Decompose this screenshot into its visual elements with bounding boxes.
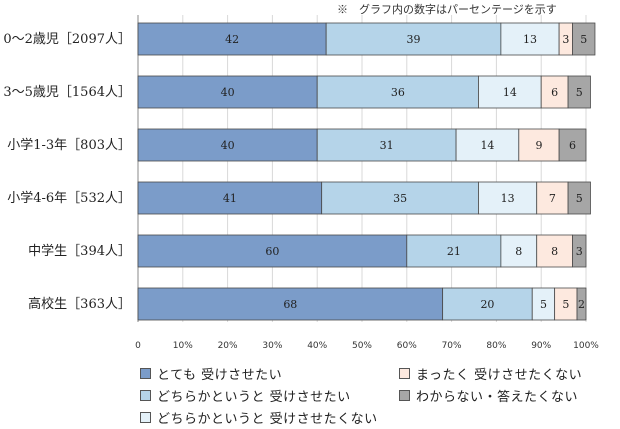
data-label: 14 bbox=[503, 86, 517, 99]
data-label: 68 bbox=[283, 298, 297, 311]
data-label: 31 bbox=[380, 139, 394, 152]
data-label: 42 bbox=[225, 33, 239, 46]
x-tick-label: 20% bbox=[218, 341, 238, 351]
x-tick-label: 50% bbox=[352, 341, 372, 351]
data-label: 3 bbox=[576, 245, 583, 258]
bar-segment bbox=[572, 22, 596, 56]
x-tick-label: 30% bbox=[262, 341, 282, 351]
data-label: 20 bbox=[480, 298, 494, 311]
x-tick-label: 10% bbox=[173, 341, 193, 351]
x-tick-label: 100% bbox=[573, 341, 599, 351]
data-label: 5 bbox=[576, 86, 583, 99]
bar-segment bbox=[137, 128, 318, 162]
data-label: 5 bbox=[562, 298, 569, 311]
data-label: 40 bbox=[221, 139, 235, 152]
bar-segment bbox=[500, 22, 560, 56]
data-label: 5 bbox=[540, 298, 547, 311]
category-label: 高校生［363人］ bbox=[28, 296, 131, 312]
bar-segment bbox=[540, 75, 569, 109]
legend-label-very-want: とても 受けさせたい bbox=[157, 368, 283, 383]
bar-segment bbox=[137, 75, 318, 109]
bar-segment bbox=[137, 181, 323, 215]
category-label: 0～2歳児［2097人］ bbox=[3, 32, 131, 47]
data-label: 14 bbox=[480, 139, 494, 152]
data-label: 41 bbox=[223, 192, 237, 205]
bar-segment bbox=[518, 128, 560, 162]
data-label: 39 bbox=[407, 33, 421, 46]
data-label: 35 bbox=[393, 192, 407, 205]
data-label: 2 bbox=[578, 298, 585, 311]
x-tick-label: 80% bbox=[486, 341, 506, 351]
legend-label-somewhat-want: どちらかというと 受けさせたい bbox=[157, 390, 351, 405]
category-label: 3～5歳児［1564人］ bbox=[3, 85, 131, 100]
x-tick-label: 60% bbox=[397, 341, 417, 351]
bar-segment bbox=[325, 22, 502, 56]
bar-segment bbox=[536, 181, 569, 215]
x-tick-label: 90% bbox=[531, 341, 551, 351]
data-label: 40 bbox=[221, 86, 235, 99]
x-tick-label: 40% bbox=[307, 341, 327, 351]
bar-segment bbox=[572, 234, 587, 268]
bar-segment bbox=[137, 22, 327, 56]
legend-swatch-somewhat-want bbox=[140, 390, 151, 401]
bar-segment bbox=[137, 234, 408, 268]
legend-item-somewhat-want: どちらかというと 受けさせたい bbox=[140, 386, 351, 405]
bar-segment bbox=[478, 181, 538, 215]
bar-segment bbox=[137, 287, 444, 321]
bar-segment bbox=[576, 287, 587, 321]
legend-swatch-very-want bbox=[140, 368, 151, 379]
data-label: 7 bbox=[549, 192, 556, 205]
x-tick-label: 0 bbox=[135, 341, 141, 351]
legend-item-not-at-all: まったく 受けさせたくない bbox=[399, 364, 582, 383]
legend-swatch-somewhat-not bbox=[140, 412, 151, 423]
legend-label-unknown: わからない・答えたくない bbox=[416, 390, 579, 405]
data-label: 13 bbox=[501, 192, 515, 205]
chart-note: ※ グラフ内の数字はパーセンテージを示す bbox=[337, 3, 557, 16]
bar-segment bbox=[316, 128, 457, 162]
bar-segment bbox=[500, 234, 538, 268]
data-label: 3 bbox=[562, 33, 569, 46]
bar-segment bbox=[567, 75, 591, 109]
data-label: 13 bbox=[523, 33, 537, 46]
data-label: 5 bbox=[576, 192, 583, 205]
category-label: 小学4-6年［532人］ bbox=[7, 190, 131, 206]
legend-swatch-unknown bbox=[399, 390, 410, 401]
legend-label-somewhat-not: どちらかというと 受けさせたくない bbox=[157, 412, 378, 427]
data-label: 36 bbox=[391, 86, 405, 99]
legend-label-not-at-all: まったく 受けさせたくない bbox=[416, 368, 583, 383]
bar-segment bbox=[558, 128, 587, 162]
data-label: 8 bbox=[551, 245, 558, 258]
data-label: 9 bbox=[535, 139, 542, 152]
legend-item-very-want: とても 受けさせたい bbox=[140, 364, 282, 383]
data-label: 6 bbox=[569, 139, 576, 152]
bar-segment bbox=[536, 234, 573, 268]
stacked-bar-chart: 0 10% 20% 30% 40% 50% 60% 70% 80% 90% 100% 0～2歳児［20… bbox=[3, 15, 599, 351]
category-label: 小学1-3年［803人］ bbox=[7, 137, 131, 153]
data-label: 21 bbox=[447, 245, 461, 258]
bar-segment bbox=[455, 128, 520, 162]
x-tick-label: 70% bbox=[442, 341, 462, 351]
bar-segment bbox=[316, 75, 479, 109]
data-label: 60 bbox=[265, 245, 279, 258]
category-label: 中学生［394人］ bbox=[28, 243, 131, 259]
data-label: 8 bbox=[515, 245, 522, 258]
bar-segment bbox=[567, 181, 591, 215]
data-label: 5 bbox=[580, 33, 587, 46]
legend-swatch-not-at-all bbox=[399, 368, 410, 379]
bar-segment bbox=[321, 181, 479, 215]
data-label: 6 bbox=[551, 86, 558, 99]
legend-item-unknown: わからない・答えたくない bbox=[399, 386, 578, 405]
legend-item-somewhat-not: どちらかというと 受けさせたくない bbox=[140, 408, 378, 427]
